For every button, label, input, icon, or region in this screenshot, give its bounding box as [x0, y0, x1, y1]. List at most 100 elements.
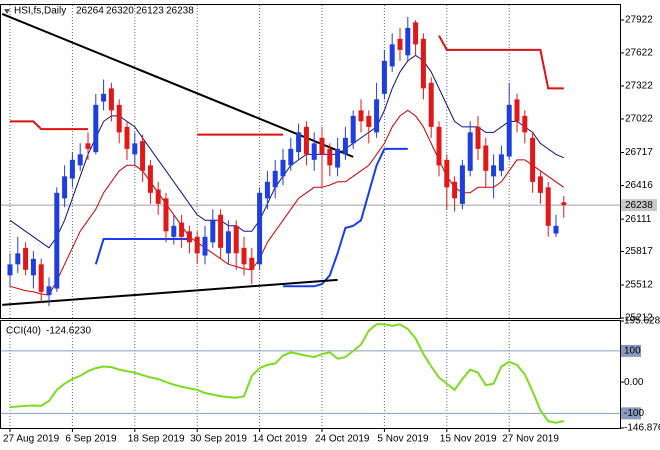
overlay-line [9, 109, 565, 296]
title-icon [4, 9, 10, 14]
title-high: 26320 [106, 6, 134, 17]
y-tick-label: 25212 [625, 313, 653, 324]
candle-body [101, 93, 107, 102]
y-tick-label: 26416 [625, 180, 653, 191]
candle-body [272, 170, 278, 188]
x-tick-label: 15 Nov 2019 [440, 434, 497, 445]
price-panel-frame [0, 4, 621, 319]
candle-body [530, 137, 536, 182]
y-tick-label: 25817 [625, 246, 653, 257]
candle-body [420, 38, 426, 89]
candle-body [116, 104, 122, 133]
candle-body [405, 27, 411, 56]
candle-body [319, 137, 325, 155]
candle-body [561, 202, 567, 206]
candle-body [257, 192, 263, 265]
candle-body [46, 286, 52, 296]
candle-body [171, 225, 177, 237]
candle-body [280, 159, 286, 177]
title-low: 26123 [136, 6, 164, 17]
y-tick-label: 27322 [625, 81, 653, 92]
title-open: 26264 [76, 6, 104, 17]
y-tick-label: 25512 [625, 280, 653, 291]
candle-body [545, 187, 551, 226]
candle-body [303, 126, 309, 155]
x-tick-label: 6 Sep 2019 [65, 434, 117, 445]
candle-body [124, 126, 130, 149]
candle-body [389, 44, 395, 67]
cci-panel-frame [0, 320, 621, 429]
candle-body [483, 145, 489, 171]
cci-y-tick-label: 0.00 [624, 377, 644, 388]
candle-body [179, 222, 185, 237]
candle-body [132, 143, 138, 155]
candle-body [335, 148, 341, 168]
candle-body [374, 99, 380, 133]
indicator-title: CCI(40) [6, 326, 41, 337]
candle-body [288, 148, 294, 166]
candle-body [62, 176, 68, 199]
grid-layer [1, 5, 657, 432]
candle-body [436, 126, 442, 166]
candle-body [397, 38, 403, 50]
candle-body [537, 176, 543, 193]
x-tick-label: 5 Nov 2019 [377, 434, 429, 445]
candle-body [15, 253, 21, 265]
candle-body [30, 258, 36, 276]
candle-body [218, 214, 224, 248]
candle-body [296, 132, 302, 153]
candle-body [7, 264, 13, 276]
candle-body [452, 181, 458, 199]
candle-body [444, 159, 450, 188]
candle-body [413, 22, 419, 45]
candle-body [93, 104, 99, 153]
cci-y-tick-label: -100 [624, 408, 644, 419]
candle-body [186, 231, 192, 243]
candle-body [475, 126, 481, 149]
candle-body [553, 225, 559, 234]
level-label-box [621, 407, 641, 420]
candle-body [327, 148, 333, 166]
indicator-value: -124.6230 [46, 326, 91, 337]
candle-body [140, 141, 146, 171]
trendline [2, 278, 338, 306]
candle-body [342, 137, 348, 155]
candle-body [241, 247, 247, 265]
level-label-box [621, 344, 641, 357]
y-tick-label: 26717 [625, 147, 653, 158]
candle-body [249, 257, 255, 270]
cci-line [9, 323, 565, 424]
candle-body [77, 154, 83, 166]
candle-body [358, 110, 364, 122]
candle-body [491, 165, 497, 177]
candle-body [264, 181, 270, 199]
candle-body [366, 115, 372, 127]
y-tick-label: 27922 [625, 15, 653, 26]
overlay-line [10, 35, 564, 136]
candle-body [233, 225, 239, 254]
candle-body [210, 220, 216, 243]
candle-body [428, 82, 434, 127]
trendline [1, 12, 354, 158]
candle-body [350, 115, 356, 144]
x-tick-label: 24 Oct 2019 [315, 434, 370, 445]
candle-body [506, 104, 512, 157]
x-tick-label: 27 Nov 2019 [502, 434, 559, 445]
x-tick-label: 30 Sep 2019 [190, 434, 247, 445]
marks-layer [1, 12, 567, 424]
candle-body [225, 231, 231, 254]
cci-y-tick-label: 195.6284 [624, 316, 660, 327]
candle-body [163, 198, 169, 232]
cci-y-tick-label: 100 [624, 346, 641, 357]
last-price-label: 26238 [625, 200, 653, 211]
overlay-line [9, 54, 564, 249]
candle-body [54, 192, 60, 289]
x-tick-label: 18 Sep 2019 [128, 434, 185, 445]
candle-body [202, 236, 208, 256]
candle-body [459, 165, 465, 204]
candle-body [69, 159, 75, 179]
title-close: 26238 [166, 6, 194, 17]
candle-body [514, 99, 520, 122]
candle-body [194, 236, 200, 254]
